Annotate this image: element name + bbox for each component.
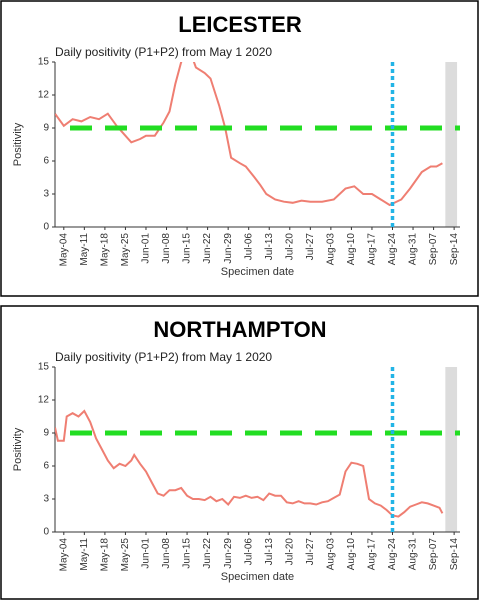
x-tick-label: Jul-06 [243, 538, 254, 566]
y-axis-label: Positivity [12, 427, 24, 471]
x-tick-label: Aug-17 [367, 538, 378, 571]
y-tick-label: 12 [38, 395, 50, 406]
y-tick-label: 3 [43, 494, 49, 505]
x-tick-label: May-04 [58, 538, 69, 572]
x-tick-label: May-11 [79, 538, 90, 571]
x-tick-label: Jul-20 [284, 233, 295, 261]
x-tick-label: Aug-31 [408, 233, 419, 266]
x-tick-label: Aug-03 [326, 233, 337, 266]
x-tick-label: Sep-07 [428, 233, 439, 266]
y-tick-label: 0 [43, 527, 49, 538]
x-tick-label: Jun-01 [141, 233, 152, 264]
x-tick-label: May-04 [58, 233, 69, 267]
x-tick-label: Jul-27 [305, 538, 316, 566]
x-tick-label: Sep-14 [449, 233, 460, 266]
y-tick-label: 9 [43, 428, 49, 439]
x-tick-label: Jun-22 [202, 538, 213, 569]
chart-subtitle: Daily positivity (P1+P2) from May 1 2020 [55, 350, 272, 364]
y-tick-label: 6 [43, 461, 49, 472]
x-tick-label: Jul-20 [284, 538, 295, 566]
panel-border [0, 305, 479, 600]
x-tick-label: Jun-15 [182, 538, 193, 569]
y-tick-label: 15 [38, 57, 50, 68]
panel-border [0, 0, 479, 297]
x-tick-label: Jun-29 [223, 538, 234, 569]
x-tick-label: Jun-08 [161, 538, 172, 569]
x-tick-label: Jul-06 [243, 233, 254, 261]
y-tick-label: 15 [38, 362, 50, 373]
x-tick-label: Jun-22 [202, 233, 213, 264]
shaded-region [445, 62, 458, 227]
x-tick-label: Aug-10 [346, 538, 357, 571]
x-tick-label: Aug-03 [326, 538, 337, 571]
x-axis-label: Specimen date [221, 266, 294, 278]
data-line [55, 62, 443, 207]
x-tick-label: Aug-24 [387, 538, 398, 571]
y-tick-label: 3 [43, 189, 49, 200]
x-tick-label: Aug-24 [387, 233, 398, 266]
y-tick-label: 12 [38, 90, 50, 101]
x-tick-label: Jul-27 [305, 233, 316, 261]
x-tick-label: Jun-01 [141, 538, 152, 569]
x-tick-label: Jun-15 [182, 233, 193, 264]
x-tick-label: Aug-10 [346, 233, 357, 266]
y-axis-label: Positivity [12, 122, 24, 166]
x-tick-label: Jun-29 [223, 233, 234, 264]
x-tick-label: May-25 [120, 538, 131, 572]
x-tick-label: Aug-31 [408, 538, 419, 571]
chart-subtitle: Daily positivity (P1+P2) from May 1 2020 [55, 45, 272, 59]
chart-title: LEICESTER [178, 12, 302, 37]
x-tick-label: Jul-13 [264, 538, 275, 566]
x-tick-label: May-18 [100, 538, 111, 572]
x-tick-label: Jul-13 [264, 233, 275, 261]
x-tick-label: Sep-14 [449, 538, 460, 571]
x-tick-label: Aug-17 [367, 233, 378, 266]
y-tick-label: 9 [43, 123, 49, 134]
y-tick-label: 0 [43, 222, 49, 233]
shaded-region [445, 367, 458, 532]
data-line [55, 409, 444, 518]
y-tick-label: 6 [43, 156, 49, 167]
x-tick-label: May-25 [120, 233, 131, 267]
x-tick-label: May-11 [79, 233, 90, 266]
x-tick-label: Jun-08 [161, 233, 172, 264]
chart-title: NORTHAMPTON [153, 317, 326, 342]
x-tick-label: Sep-07 [428, 538, 439, 571]
x-tick-label: May-18 [100, 233, 111, 267]
x-axis-label: Specimen date [221, 571, 294, 583]
